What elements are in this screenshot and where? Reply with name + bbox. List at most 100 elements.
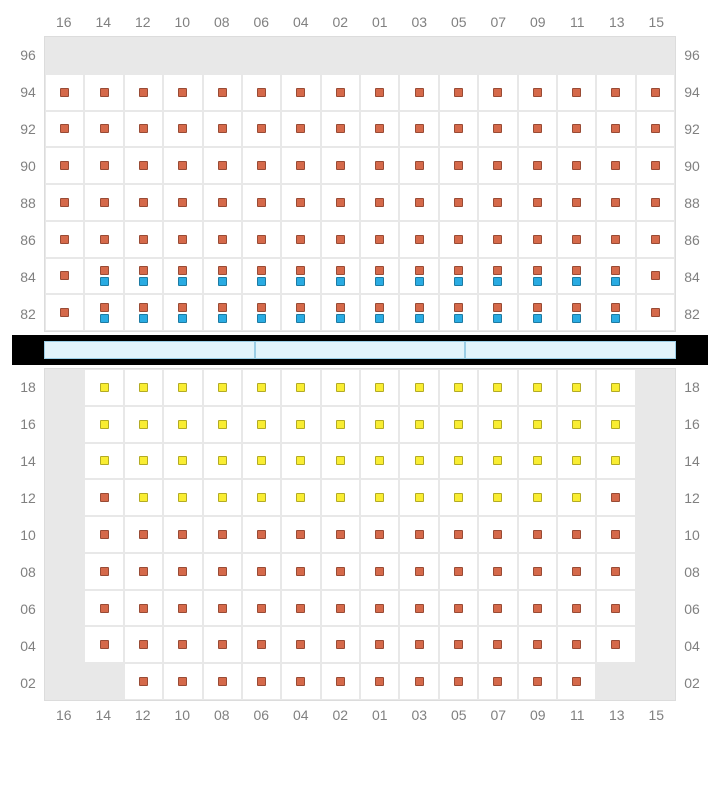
seat-marker[interactable] <box>533 124 542 133</box>
seat-marker[interactable] <box>139 456 148 465</box>
seat-marker[interactable] <box>218 567 227 576</box>
seat-marker[interactable] <box>100 161 109 170</box>
seat-marker[interactable] <box>533 640 542 649</box>
seat-marker[interactable] <box>493 530 502 539</box>
seat-marker[interactable] <box>454 88 463 97</box>
seat-marker[interactable] <box>454 314 463 323</box>
seat-marker[interactable] <box>296 604 305 613</box>
seat-marker[interactable] <box>415 456 424 465</box>
seat-marker[interactable] <box>493 303 502 312</box>
seat-marker[interactable] <box>218 198 227 207</box>
seat-marker[interactable] <box>218 161 227 170</box>
seat-marker[interactable] <box>415 161 424 170</box>
seat-marker[interactable] <box>611 420 620 429</box>
seat-marker[interactable] <box>257 314 266 323</box>
seat-marker[interactable] <box>296 235 305 244</box>
seat-marker[interactable] <box>572 604 581 613</box>
seat-marker[interactable] <box>296 277 305 286</box>
seat-marker[interactable] <box>139 88 148 97</box>
seat-marker[interactable] <box>218 266 227 275</box>
seat-marker[interactable] <box>100 124 109 133</box>
seat-marker[interactable] <box>611 314 620 323</box>
seat-marker[interactable] <box>296 530 305 539</box>
seat-marker[interactable] <box>296 161 305 170</box>
seat-marker[interactable] <box>178 677 187 686</box>
seat-marker[interactable] <box>336 314 345 323</box>
seat-marker[interactable] <box>415 640 424 649</box>
seat-marker[interactable] <box>178 420 187 429</box>
seat-marker[interactable] <box>454 198 463 207</box>
seat-marker[interactable] <box>454 456 463 465</box>
seat-marker[interactable] <box>611 303 620 312</box>
seat-marker[interactable] <box>336 88 345 97</box>
seat-marker[interactable] <box>60 198 69 207</box>
seat-marker[interactable] <box>60 124 69 133</box>
seat-marker[interactable] <box>375 493 384 502</box>
seat-marker[interactable] <box>493 567 502 576</box>
seat-marker[interactable] <box>572 677 581 686</box>
seat-marker[interactable] <box>454 124 463 133</box>
seat-marker[interactable] <box>336 235 345 244</box>
seat-marker[interactable] <box>336 124 345 133</box>
seat-marker[interactable] <box>257 235 266 244</box>
seat-marker[interactable] <box>572 314 581 323</box>
seat-marker[interactable] <box>218 420 227 429</box>
seat-marker[interactable] <box>139 314 148 323</box>
seat-marker[interactable] <box>100 88 109 97</box>
seat-marker[interactable] <box>375 383 384 392</box>
seat-marker[interactable] <box>257 493 266 502</box>
seat-marker[interactable] <box>296 88 305 97</box>
seat-marker[interactable] <box>493 124 502 133</box>
seat-marker[interactable] <box>178 530 187 539</box>
seat-marker[interactable] <box>375 124 384 133</box>
seat-marker[interactable] <box>533 314 542 323</box>
seat-marker[interactable] <box>375 456 384 465</box>
seat-marker[interactable] <box>296 677 305 686</box>
seat-marker[interactable] <box>100 235 109 244</box>
seat-marker[interactable] <box>611 277 620 286</box>
seat-marker[interactable] <box>218 88 227 97</box>
seat-marker[interactable] <box>375 677 384 686</box>
seat-marker[interactable] <box>257 266 266 275</box>
seat-marker[interactable] <box>533 383 542 392</box>
seat-marker[interactable] <box>336 161 345 170</box>
seat-marker[interactable] <box>139 604 148 613</box>
seat-marker[interactable] <box>375 314 384 323</box>
seat-marker[interactable] <box>533 420 542 429</box>
seat-marker[interactable] <box>178 493 187 502</box>
seat-marker[interactable] <box>375 640 384 649</box>
seat-marker[interactable] <box>257 303 266 312</box>
seat-marker[interactable] <box>533 303 542 312</box>
seat-marker[interactable] <box>572 124 581 133</box>
seat-marker[interactable] <box>572 456 581 465</box>
seat-marker[interactable] <box>493 88 502 97</box>
seat-marker[interactable] <box>139 266 148 275</box>
seat-marker[interactable] <box>218 493 227 502</box>
seat-marker[interactable] <box>336 493 345 502</box>
seat-marker[interactable] <box>651 198 660 207</box>
seat-marker[interactable] <box>415 266 424 275</box>
seat-marker[interactable] <box>651 271 660 280</box>
seat-marker[interactable] <box>375 266 384 275</box>
seat-marker[interactable] <box>336 567 345 576</box>
seat-marker[interactable] <box>611 530 620 539</box>
seat-marker[interactable] <box>296 266 305 275</box>
seat-marker[interactable] <box>336 604 345 613</box>
seat-marker[interactable] <box>296 640 305 649</box>
seat-marker[interactable] <box>454 303 463 312</box>
seat-marker[interactable] <box>218 235 227 244</box>
seat-marker[interactable] <box>611 493 620 502</box>
seat-marker[interactable] <box>178 277 187 286</box>
seat-marker[interactable] <box>572 266 581 275</box>
seat-marker[interactable] <box>296 420 305 429</box>
seat-marker[interactable] <box>257 456 266 465</box>
seat-marker[interactable] <box>415 420 424 429</box>
seat-marker[interactable] <box>611 88 620 97</box>
seat-marker[interactable] <box>139 124 148 133</box>
seat-marker[interactable] <box>100 530 109 539</box>
seat-marker[interactable] <box>533 277 542 286</box>
seat-marker[interactable] <box>139 493 148 502</box>
seat-marker[interactable] <box>611 124 620 133</box>
seat-marker[interactable] <box>60 271 69 280</box>
seat-marker[interactable] <box>139 303 148 312</box>
